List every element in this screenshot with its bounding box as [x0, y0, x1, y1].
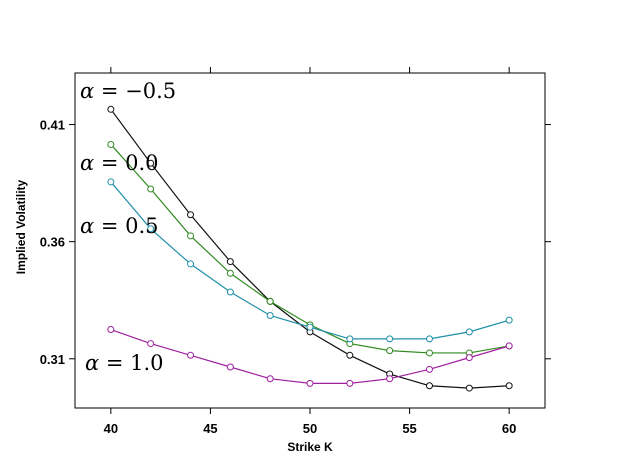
series-0-point-6 — [346, 351, 354, 359]
series-1-point-3 — [226, 269, 234, 277]
y-tick-label-0.41: 0.41 — [40, 118, 65, 133]
x-tick-label-45: 45 — [203, 421, 217, 436]
series-2-point-8 — [425, 335, 433, 343]
series-3-point-0 — [107, 326, 115, 334]
x-tick-label-55: 55 — [402, 421, 416, 436]
series-1-point-2 — [187, 232, 195, 240]
series-1-point-7 — [386, 347, 394, 355]
series-2-point-9 — [465, 328, 473, 336]
x-tick-label-40: 40 — [104, 421, 118, 436]
series-3-point-4 — [266, 375, 274, 383]
series-2-point-4 — [266, 311, 274, 319]
annotation-alpha-0-0: α = 0.0 — [80, 151, 159, 175]
x-tick-label-50: 50 — [303, 421, 317, 436]
series-3-point-7 — [386, 375, 394, 383]
series-3-point-10 — [505, 342, 513, 350]
y-tick-label-0.31: 0.31 — [40, 352, 65, 367]
series-0-point-10 — [505, 382, 513, 390]
series-3-point-1 — [147, 340, 155, 348]
series-3-point-2 — [187, 351, 195, 359]
series-1-point-0 — [107, 140, 115, 148]
series-layer — [107, 105, 513, 392]
series-3-point-6 — [346, 379, 354, 387]
series-2-point-0 — [107, 178, 115, 186]
series-0-point-1 — [147, 159, 155, 167]
x-tick-label-60: 60 — [502, 421, 516, 436]
series-1-point-4 — [266, 297, 274, 305]
series-0-point-0 — [107, 105, 115, 113]
series-3-point-8 — [425, 365, 433, 373]
x-axis-label: Strike K — [287, 440, 333, 454]
series-2-point-6 — [346, 335, 354, 343]
series-line-3 — [110, 328, 510, 385]
tick-layer: 40 45 50 55 60 0.31 0.36 0.41 — [40, 67, 551, 436]
series-0-point-3 — [226, 258, 234, 266]
series-2-point-3 — [226, 288, 234, 296]
series-0-point-9 — [465, 384, 473, 392]
series-line-0 — [110, 108, 510, 389]
series-3-point-5 — [306, 379, 314, 387]
series-line-2 — [110, 181, 510, 340]
series-1-point-1 — [147, 185, 155, 193]
series-2-point-2 — [187, 260, 195, 268]
series-0-point-8 — [425, 382, 433, 390]
y-tick-label-0.36: 0.36 — [40, 235, 65, 250]
series-0-point-2 — [187, 211, 195, 219]
annotation-alpha-0-5: α = 0.5 — [80, 214, 159, 238]
series-3-point-3 — [226, 363, 234, 371]
series-2-point-10 — [505, 316, 513, 324]
series-2-point-1 — [147, 225, 155, 233]
series-3-point-9 — [465, 354, 473, 362]
series-1-point-8 — [425, 349, 433, 357]
annotation-alpha-1-0: α = 1.0 — [85, 351, 164, 375]
series-2-point-7 — [386, 335, 394, 343]
annotation-alpha-neg-0-5: α = −0.5 — [80, 79, 176, 103]
series-2-point-5 — [306, 323, 314, 331]
y-axis-label: Implied Volatility — [14, 179, 28, 274]
